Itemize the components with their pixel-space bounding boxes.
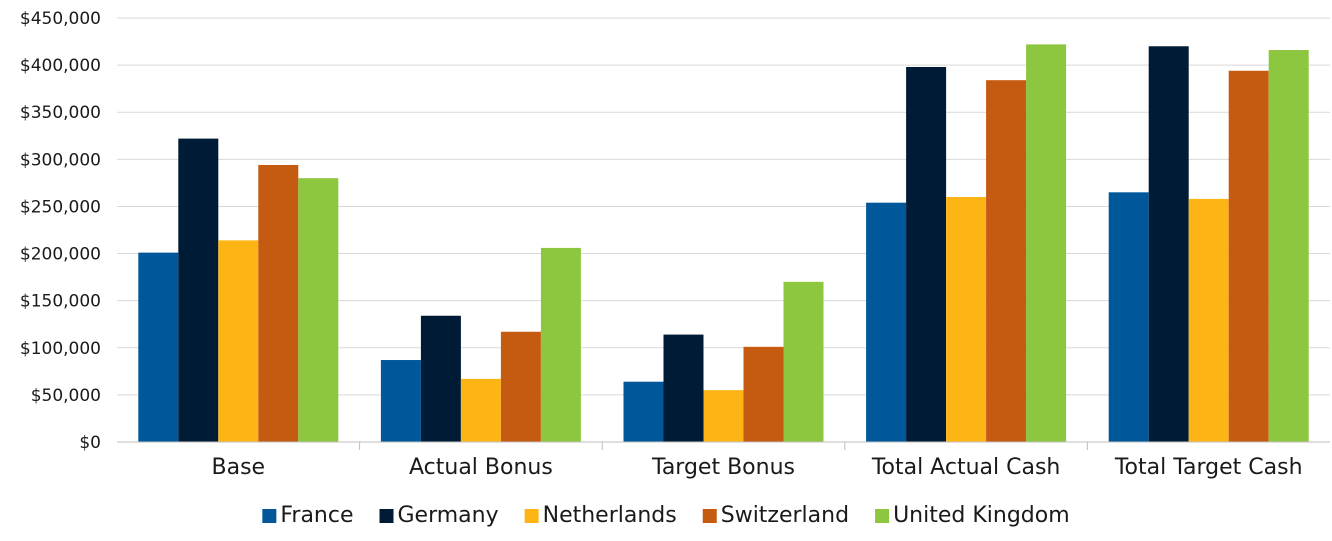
- bar-switzerland: [500, 331, 541, 442]
- x-tick-label: Base: [212, 455, 266, 480]
- bar-netherlands: [218, 240, 259, 442]
- legend-label: Netherlands: [543, 503, 677, 528]
- legend-label: Germany: [398, 503, 499, 528]
- y-tick-label: $200,000: [20, 245, 101, 265]
- x-tick-label: Actual Bonus: [409, 455, 553, 480]
- bar-united-kingdom: [1268, 50, 1309, 443]
- legend-item: Switzerland: [702, 503, 849, 528]
- bar-germany: [906, 66, 947, 443]
- bar-france: [138, 252, 179, 442]
- bar-netherlands: [946, 197, 987, 442]
- bar-united-kingdom: [298, 178, 339, 442]
- bar-netherlands: [460, 378, 501, 442]
- legend-item: Netherlands: [524, 503, 677, 528]
- bar-france: [623, 381, 664, 442]
- y-tick-label: $100,000: [20, 339, 101, 359]
- x-tick-label: Target Bonus: [651, 455, 795, 480]
- bar-france: [866, 202, 907, 442]
- axes: $0 $50,000 $100,000 $150,000 $200,000 $250,00…: [20, 9, 1330, 480]
- bar-switzerland: [258, 164, 299, 442]
- bar-united-kingdom: [783, 281, 824, 442]
- legend-label: France: [280, 503, 353, 528]
- bar-netherlands: [703, 390, 744, 442]
- legend-swatch: [524, 509, 539, 523]
- y-tick-label: $350,000: [20, 103, 101, 123]
- y-tick-label: $250,000: [20, 197, 101, 217]
- bar-netherlands: [1188, 198, 1229, 442]
- bar-germany: [663, 334, 704, 442]
- legend-swatch: [379, 509, 394, 523]
- x-tick-label: Total Target Cash: [1114, 455, 1303, 480]
- bar-united-kingdom: [1026, 44, 1067, 442]
- bar-germany: [1148, 46, 1189, 443]
- legend-item: United Kingdom: [875, 503, 1070, 528]
- y-tick-label: $450,000: [20, 9, 101, 29]
- legend-swatch: [262, 509, 277, 523]
- y-tick-label: $0: [79, 433, 101, 453]
- legend-label: Switzerland: [721, 503, 849, 528]
- bar-united-kingdom: [540, 247, 581, 442]
- y-tick-label: $400,000: [20, 56, 101, 76]
- legend: France Germany Netherlands Switzerland Unite…: [262, 503, 1070, 528]
- y-tick-label: $150,000: [20, 292, 101, 312]
- y-tick-label: $50,000: [31, 386, 101, 406]
- bar-france: [1108, 192, 1149, 442]
- bar-switzerland: [1228, 70, 1269, 443]
- bars: [138, 44, 1309, 443]
- legend-item: Germany: [379, 503, 499, 528]
- legend-label: United Kingdom: [893, 503, 1070, 528]
- bar-switzerland: [743, 346, 784, 442]
- bar-germany: [420, 315, 461, 442]
- bar-switzerland: [986, 80, 1027, 442]
- legend-swatch: [702, 509, 717, 523]
- legend-item: France: [262, 503, 354, 528]
- y-tick-label: $300,000: [20, 150, 101, 170]
- bar-france: [380, 360, 421, 442]
- legend-swatch: [875, 509, 890, 523]
- x-tick-label: Total Actual Cash: [871, 455, 1061, 480]
- bar-germany: [178, 138, 219, 443]
